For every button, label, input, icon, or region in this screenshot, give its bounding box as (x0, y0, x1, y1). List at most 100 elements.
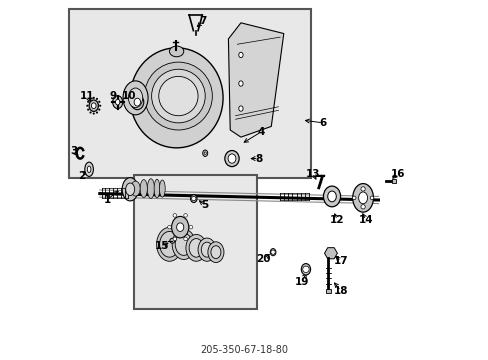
Ellipse shape (198, 238, 216, 261)
Ellipse shape (130, 48, 223, 148)
Ellipse shape (125, 183, 134, 195)
Ellipse shape (123, 81, 148, 115)
Text: 8: 8 (255, 154, 262, 163)
Text: 11: 11 (80, 91, 94, 101)
Text: 9: 9 (109, 91, 116, 101)
Ellipse shape (112, 96, 122, 109)
Ellipse shape (140, 180, 147, 198)
Ellipse shape (91, 103, 96, 109)
Text: 14: 14 (358, 215, 372, 225)
Circle shape (169, 238, 175, 243)
Ellipse shape (301, 264, 310, 275)
Ellipse shape (160, 231, 179, 257)
Text: 6: 6 (319, 118, 326, 128)
Circle shape (87, 109, 89, 111)
Text: 7: 7 (199, 16, 207, 26)
Circle shape (173, 213, 176, 217)
Ellipse shape (201, 242, 212, 257)
Ellipse shape (358, 192, 367, 204)
Ellipse shape (84, 162, 93, 176)
Circle shape (183, 237, 187, 241)
Ellipse shape (147, 179, 154, 198)
Circle shape (270, 250, 275, 254)
Ellipse shape (327, 191, 336, 202)
Ellipse shape (203, 150, 207, 157)
Text: 19: 19 (294, 277, 308, 287)
Bar (69, 9, 310, 178)
Ellipse shape (89, 100, 98, 111)
Ellipse shape (159, 180, 165, 197)
Text: 15: 15 (155, 241, 169, 251)
Ellipse shape (128, 88, 142, 108)
Text: 18: 18 (333, 286, 347, 296)
Text: 205-350-67-18-80: 205-350-67-18-80 (200, 345, 288, 355)
Circle shape (99, 105, 101, 107)
Circle shape (86, 105, 88, 107)
Circle shape (191, 197, 196, 201)
Ellipse shape (175, 233, 192, 255)
Ellipse shape (352, 184, 373, 212)
Circle shape (159, 76, 198, 116)
Circle shape (89, 98, 91, 100)
Ellipse shape (131, 95, 143, 110)
Text: 13: 13 (305, 168, 320, 179)
Bar (134, 175, 257, 309)
Ellipse shape (238, 81, 243, 86)
Ellipse shape (176, 223, 183, 231)
Ellipse shape (189, 239, 203, 257)
Text: 20: 20 (256, 253, 270, 264)
Circle shape (302, 266, 308, 273)
Text: 12: 12 (329, 215, 344, 225)
Circle shape (96, 112, 98, 113)
Polygon shape (228, 23, 283, 137)
Ellipse shape (87, 166, 91, 172)
Circle shape (98, 101, 100, 103)
Circle shape (93, 97, 95, 99)
Ellipse shape (238, 52, 243, 58)
Ellipse shape (185, 234, 206, 261)
Circle shape (87, 101, 89, 103)
Text: 4: 4 (257, 127, 264, 137)
Circle shape (189, 225, 192, 229)
Ellipse shape (369, 196, 373, 200)
Text: 2: 2 (78, 171, 85, 181)
Ellipse shape (171, 216, 188, 238)
Circle shape (173, 237, 176, 241)
Ellipse shape (227, 154, 235, 163)
Text: 10: 10 (122, 91, 137, 101)
Ellipse shape (207, 242, 224, 262)
Ellipse shape (115, 99, 120, 105)
Ellipse shape (134, 98, 140, 106)
Ellipse shape (360, 204, 365, 209)
Ellipse shape (122, 178, 138, 201)
Ellipse shape (352, 196, 355, 200)
Ellipse shape (210, 246, 221, 258)
Text: 5: 5 (201, 200, 208, 210)
Ellipse shape (203, 152, 206, 154)
Ellipse shape (172, 229, 195, 260)
Text: 17: 17 (333, 256, 347, 266)
Ellipse shape (270, 249, 275, 256)
Text: 16: 16 (390, 168, 405, 179)
Ellipse shape (154, 179, 160, 198)
Circle shape (151, 69, 205, 123)
Bar (325, 289, 331, 293)
Ellipse shape (323, 186, 340, 207)
Text: 1: 1 (103, 195, 110, 204)
Ellipse shape (238, 106, 243, 111)
Circle shape (98, 109, 100, 111)
Circle shape (93, 112, 95, 114)
Ellipse shape (156, 227, 182, 261)
Circle shape (167, 225, 171, 229)
Text: 3: 3 (70, 147, 77, 157)
Ellipse shape (224, 150, 239, 167)
Ellipse shape (131, 181, 140, 196)
Ellipse shape (190, 195, 197, 203)
Circle shape (89, 112, 91, 113)
Circle shape (96, 98, 98, 100)
Ellipse shape (169, 46, 183, 57)
Circle shape (144, 62, 212, 130)
Ellipse shape (360, 187, 365, 191)
Circle shape (183, 213, 187, 217)
Bar (391, 179, 395, 183)
